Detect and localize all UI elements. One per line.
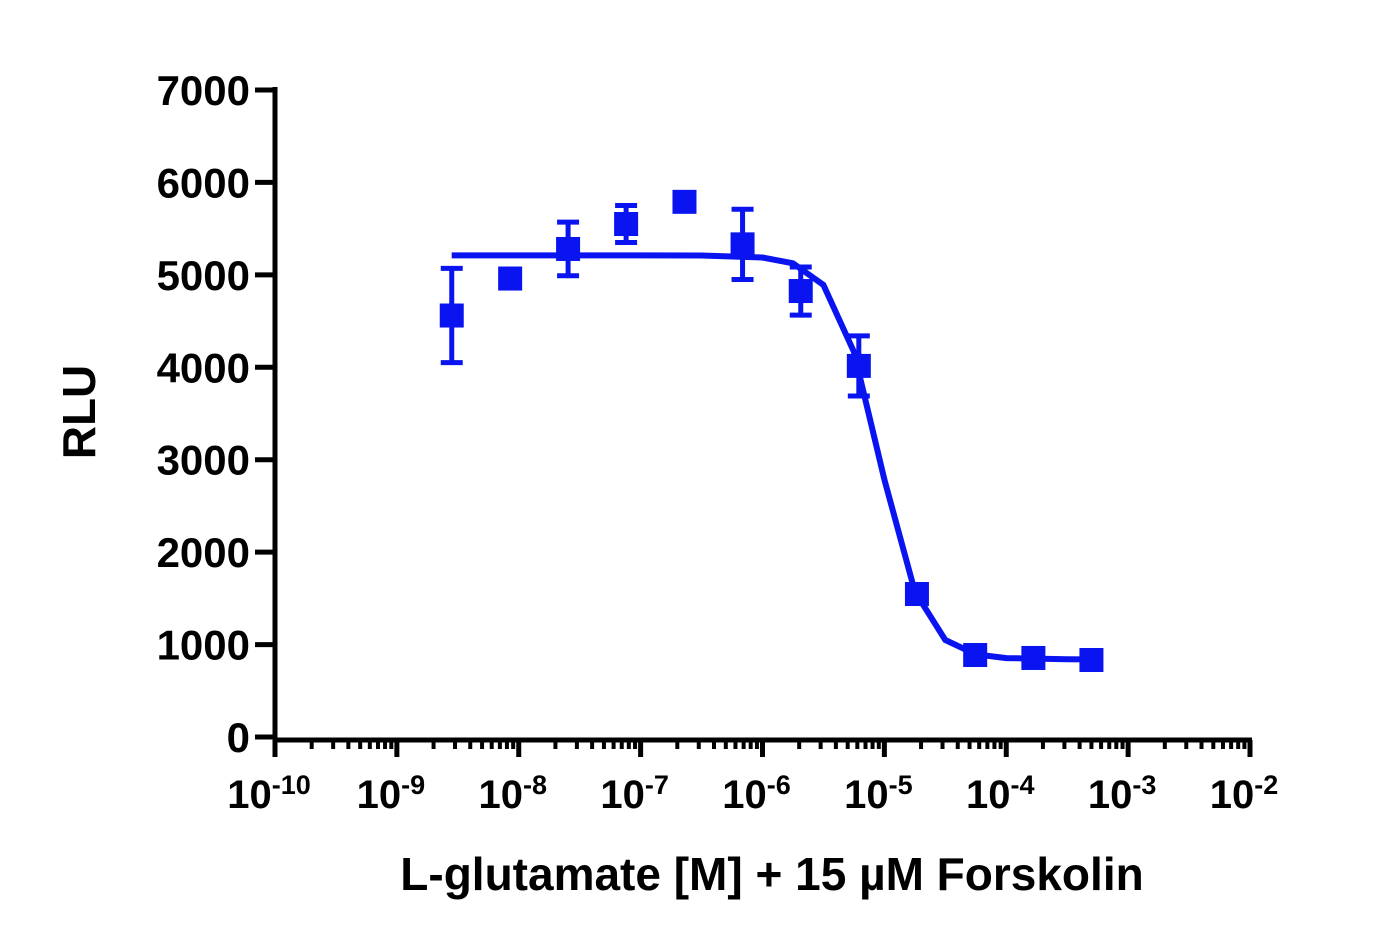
data-point: [963, 643, 988, 668]
x-tick-label: 10-7: [600, 770, 669, 817]
x-tick-exponent: -10: [272, 770, 311, 800]
x-tick-base: 10: [478, 773, 523, 817]
x-tick-label: 10-6: [722, 770, 791, 817]
data-point: [1079, 648, 1104, 673]
x-tick-label: 10-8: [478, 770, 547, 817]
y-tick-label: 6000: [157, 159, 250, 206]
data-point: [614, 212, 639, 237]
data-point: [1021, 645, 1046, 670]
x-tick-base: 10: [966, 773, 1011, 817]
x-tick-base: 10: [722, 773, 767, 817]
y-tick-label: 3000: [157, 437, 250, 484]
x-tick-exponent: -6: [767, 770, 791, 800]
data-point: [439, 303, 464, 328]
x-tick-label: 10-9: [357, 770, 426, 817]
data-point: [904, 582, 929, 607]
x-tick-label: 10-5: [844, 770, 913, 817]
data-point: [846, 353, 871, 378]
y-tick-label: 5000: [157, 252, 250, 299]
x-tick-base: 10: [227, 773, 272, 817]
y-tick-label: 4000: [157, 344, 250, 391]
x-tick-exponent: -9: [401, 770, 425, 800]
data-point: [556, 236, 581, 261]
x-tick-label: 10-2: [1210, 770, 1279, 817]
x-tick-base: 10: [844, 773, 889, 817]
y-tick-label: 7000: [157, 67, 250, 114]
x-tick-label: 10-3: [1088, 770, 1157, 817]
data-point: [672, 189, 697, 214]
data-point: [730, 232, 755, 257]
x-tick-base: 10: [600, 773, 645, 817]
x-axis-title: L-glutamate [M] + 15 µM Forskolin: [400, 848, 1143, 900]
x-tick-exponent: -3: [1132, 770, 1156, 800]
x-tick-exponent: -5: [889, 770, 913, 800]
x-tick-label: 10-4: [966, 770, 1035, 817]
x-tick-exponent: -7: [645, 770, 669, 800]
x-tick-base: 10: [1088, 773, 1133, 817]
y-tick-label: 1000: [157, 622, 250, 669]
x-tick-label: 10-10: [227, 770, 311, 817]
x-tick-exponent: -8: [523, 770, 547, 800]
fit-curve: [451, 252, 1090, 663]
y-tick-label: 2000: [157, 529, 250, 576]
y-tick-label: 0: [227, 714, 250, 761]
x-tick-base: 10: [1210, 773, 1255, 817]
data-point: [498, 266, 523, 291]
x-tick-exponent: -4: [1010, 770, 1034, 800]
x-tick-base: 10: [357, 773, 402, 817]
data-point: [788, 279, 813, 304]
x-tick-exponent: -2: [1254, 770, 1278, 800]
y-axis-title: RLU: [53, 365, 105, 460]
